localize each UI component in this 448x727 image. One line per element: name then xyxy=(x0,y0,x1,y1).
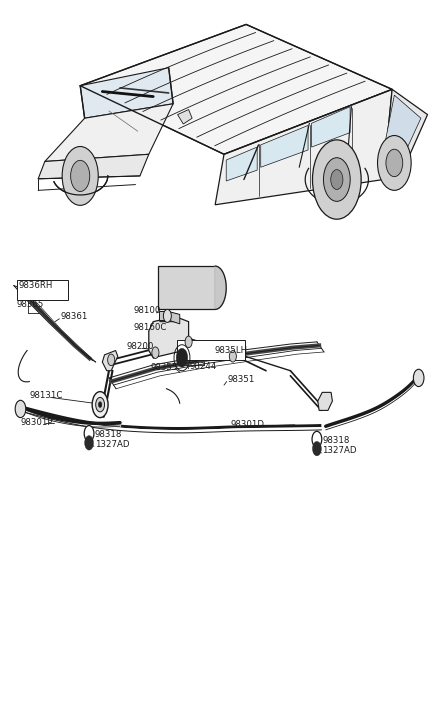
Polygon shape xyxy=(80,68,173,119)
Polygon shape xyxy=(383,89,427,185)
Circle shape xyxy=(99,402,102,408)
Text: 98355: 98355 xyxy=(151,363,178,371)
Circle shape xyxy=(62,146,98,205)
Polygon shape xyxy=(177,110,192,124)
Polygon shape xyxy=(261,126,308,167)
Text: 1327AD: 1327AD xyxy=(95,440,129,449)
Bar xyxy=(177,340,245,360)
Text: 98100: 98100 xyxy=(134,306,161,316)
Circle shape xyxy=(313,140,361,220)
Bar xyxy=(158,266,215,310)
Circle shape xyxy=(92,392,108,417)
Polygon shape xyxy=(159,311,167,320)
Text: 98301D: 98301D xyxy=(231,420,265,430)
Circle shape xyxy=(312,431,322,447)
Text: 98361: 98361 xyxy=(60,312,88,321)
Circle shape xyxy=(331,169,343,190)
Text: 9835LH: 9835LH xyxy=(214,346,247,355)
Polygon shape xyxy=(318,393,332,411)
Bar xyxy=(17,280,68,300)
Circle shape xyxy=(386,149,403,177)
Polygon shape xyxy=(80,25,392,154)
Polygon shape xyxy=(160,312,177,321)
Text: 98244: 98244 xyxy=(190,362,217,371)
Polygon shape xyxy=(384,95,421,161)
Text: 98318: 98318 xyxy=(95,430,122,438)
Circle shape xyxy=(229,350,237,362)
Circle shape xyxy=(313,441,321,456)
Polygon shape xyxy=(38,154,149,179)
Text: 98365: 98365 xyxy=(17,300,44,309)
Circle shape xyxy=(71,161,90,191)
Text: 1327AD: 1327AD xyxy=(322,446,357,455)
Polygon shape xyxy=(312,107,350,147)
Circle shape xyxy=(152,347,159,358)
Polygon shape xyxy=(45,104,173,161)
Text: 98160C: 98160C xyxy=(134,323,167,332)
Circle shape xyxy=(323,158,350,201)
Text: 98301P: 98301P xyxy=(21,418,53,427)
Circle shape xyxy=(164,310,171,322)
Circle shape xyxy=(176,348,188,367)
Polygon shape xyxy=(102,350,118,371)
Polygon shape xyxy=(215,89,392,205)
Text: 98351: 98351 xyxy=(228,375,255,384)
Circle shape xyxy=(414,369,424,387)
Circle shape xyxy=(378,135,411,190)
Polygon shape xyxy=(215,266,226,310)
Text: 98131C: 98131C xyxy=(29,391,63,401)
Text: 9836RH: 9836RH xyxy=(19,281,53,290)
Polygon shape xyxy=(169,312,180,324)
Circle shape xyxy=(84,425,94,441)
Text: 98318: 98318 xyxy=(322,436,349,445)
Polygon shape xyxy=(226,147,257,181)
Circle shape xyxy=(185,336,192,348)
Text: 98200: 98200 xyxy=(127,342,154,351)
Circle shape xyxy=(15,401,26,417)
Circle shape xyxy=(96,398,104,411)
Polygon shape xyxy=(149,316,189,358)
Circle shape xyxy=(108,354,115,366)
Circle shape xyxy=(85,435,94,450)
